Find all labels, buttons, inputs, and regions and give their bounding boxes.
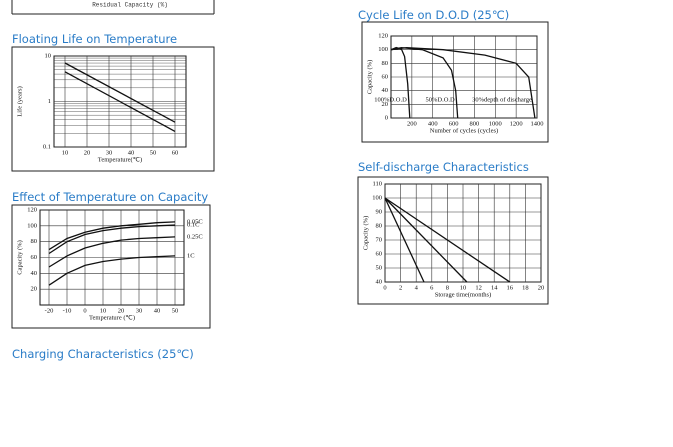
x-tick-label: -20 <box>45 307 54 314</box>
x-tick-label: 1400 <box>531 120 544 127</box>
fragment-label: Residual Capacity (%) <box>92 2 168 9</box>
y-tick-label: 1 <box>48 98 51 105</box>
x-axis-label: Number of cycles (cycles) <box>430 127 498 134</box>
data-line <box>384 197 468 283</box>
y-tick-label: 100 <box>372 194 382 201</box>
x-axis-label: Temperature (℃) <box>89 314 135 321</box>
x-tick-label: 10 <box>100 307 107 314</box>
y-tick-label: 20 <box>382 101 389 108</box>
y-tick-label: 0.1 <box>43 143 51 150</box>
x-tick-label: 10 <box>62 149 69 156</box>
y-tick-label: 120 <box>27 206 37 213</box>
section-title: Floating Life on Temperature <box>12 32 177 46</box>
curve-label: 0.25C <box>187 233 203 240</box>
x-tick-label: 1000 <box>489 120 502 127</box>
x-tick-label: 20 <box>84 149 91 156</box>
x-tick-label: 20 <box>118 307 125 314</box>
y-tick-label: 10 <box>45 52 52 59</box>
data-line <box>390 46 411 119</box>
y-tick-label: 80 <box>382 60 389 67</box>
chart-frame <box>361 21 549 143</box>
x-tick-label: 2 <box>399 284 402 291</box>
x-tick-label: 4 <box>415 284 419 291</box>
x-tick-label: 30 <box>136 307 143 314</box>
x-tick-label: 1200 <box>510 120 523 127</box>
x-tick-label: 400 <box>428 120 438 127</box>
chart-frame <box>11 204 211 329</box>
data-line <box>48 255 176 286</box>
y-tick-label: 0 <box>385 114 388 121</box>
y-tick-label: 120 <box>378 32 388 39</box>
y-axis-label: Capacity (%) <box>16 240 23 274</box>
y-tick-label: 50 <box>376 264 383 271</box>
y-tick-label: 80 <box>31 238 38 245</box>
curve-label: 30%depth of discharge <box>472 96 532 103</box>
x-tick-label: -10 <box>63 307 72 314</box>
y-tick-label: 20 <box>31 286 38 293</box>
y-axis-label: Capacity (%) <box>362 216 369 250</box>
x-tick-label: 6 <box>430 284 434 291</box>
y-tick-label: 100 <box>378 46 388 53</box>
y-axis-label: Capacity (%) <box>366 60 373 94</box>
y-tick-label: 60 <box>382 73 389 80</box>
chart-frame <box>357 176 549 305</box>
data-line <box>64 62 176 123</box>
curve-label: 0.05C <box>187 218 203 225</box>
curve-label: 100%D.O.D <box>374 96 407 103</box>
x-tick-label: 30 <box>106 149 113 156</box>
x-tick-label: 0 <box>383 284 386 291</box>
x-tick-label: 40 <box>128 149 135 156</box>
curve-label: 1C <box>187 252 195 259</box>
chart-frame <box>11 46 215 172</box>
data-line <box>48 224 176 255</box>
x-tick-label: 18 <box>522 284 529 291</box>
x-tick-label: 8 <box>446 284 449 291</box>
y-tick-label: 100 <box>27 222 37 229</box>
y-axis-label: Life (years) <box>16 86 23 117</box>
x-tick-label: 12 <box>475 284 482 291</box>
x-tick-label: 40 <box>154 307 161 314</box>
x-tick-label: 50 <box>150 149 157 156</box>
data-line <box>384 197 511 283</box>
x-tick-label: 60 <box>172 149 179 156</box>
curve-label: 50%D.O.D <box>425 96 455 103</box>
data-line <box>64 71 176 132</box>
data-line <box>390 46 536 119</box>
x-tick-label: 600 <box>449 120 459 127</box>
section-title: Effect of Temperature on Capacity <box>12 190 208 204</box>
y-tick-label: 60 <box>376 250 383 257</box>
y-tick-label: 40 <box>31 270 38 277</box>
data-line <box>48 236 176 268</box>
x-tick-label: 800 <box>470 120 480 127</box>
x-tick-label: 0 <box>83 307 86 314</box>
section-title: Self-discharge Characteristics <box>358 160 529 174</box>
y-tick-label: 110 <box>372 180 382 187</box>
x-tick-label: 200 <box>407 120 417 127</box>
section-title: Charging Characteristics (25℃) <box>12 347 194 361</box>
y-tick-label: 90 <box>376 208 383 215</box>
data-line <box>390 46 459 119</box>
curve-label: 0.1C <box>187 222 199 229</box>
x-tick-label: 20 <box>538 284 545 291</box>
x-tick-label: 14 <box>491 284 498 291</box>
y-tick-label: 40 <box>376 278 383 285</box>
x-axis-label: Temperature(℃) <box>98 156 142 163</box>
data-line <box>48 221 176 251</box>
y-tick-label: 80 <box>376 222 383 229</box>
x-tick-label: 10 <box>460 284 467 291</box>
x-tick-label: 16 <box>507 284 514 291</box>
x-tick-label: 50 <box>172 307 179 314</box>
x-axis-label: Storage time(months) <box>435 291 492 298</box>
y-tick-label: 70 <box>376 236 383 243</box>
section-title: Cycle Life on D.O.D (25℃) <box>358 8 509 22</box>
data-line <box>384 197 425 283</box>
y-tick-label: 60 <box>31 254 38 261</box>
y-tick-label: 40 <box>382 87 389 94</box>
